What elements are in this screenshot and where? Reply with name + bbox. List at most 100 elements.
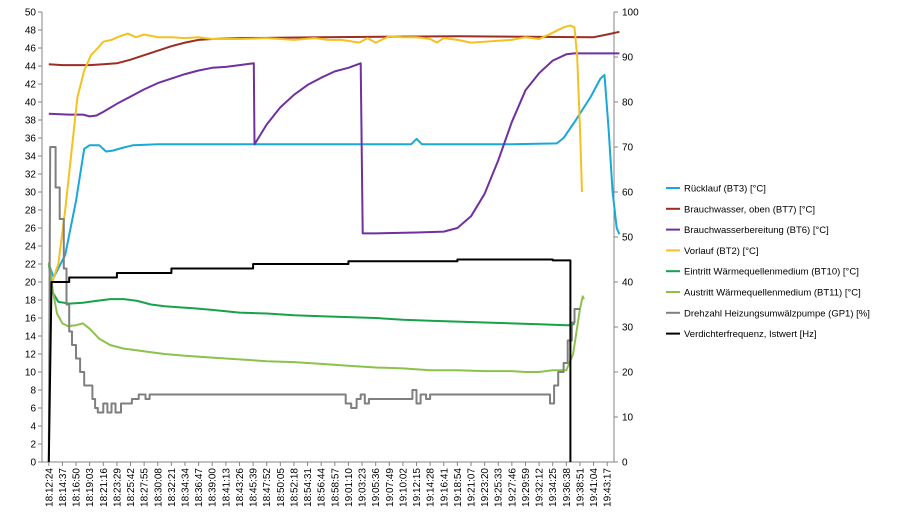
right-tick-label: 70 bbox=[622, 143, 634, 154]
series-line-4 bbox=[48, 24, 583, 282]
left-tick-label: 18 bbox=[25, 296, 37, 307]
x-tick-label: 18:16:50 bbox=[72, 468, 83, 507]
x-tick-label: 18:39:00 bbox=[208, 468, 219, 507]
right-tick-label: 20 bbox=[622, 368, 634, 379]
series-line-6 bbox=[47, 262, 585, 373]
x-tick-label: 19:36:38 bbox=[562, 468, 573, 507]
x-tick-label: 18:36:47 bbox=[194, 468, 205, 507]
left-y-axis: 0246810121416182022242628303234363840424… bbox=[25, 8, 43, 469]
x-tick-label: 18:19:03 bbox=[85, 468, 96, 507]
left-tick-label: 6 bbox=[30, 404, 36, 415]
left-tick-label: 44 bbox=[25, 62, 37, 73]
right-tick-label: 90 bbox=[622, 53, 634, 64]
legend-label-4: Vorlauf (BT2) [°C] bbox=[684, 246, 759, 257]
x-tick-label: 19:12:15 bbox=[412, 468, 423, 507]
legend-label-3: Brauchwasserbereitung (BT6) [°C] bbox=[684, 225, 829, 236]
left-tick-label: 48 bbox=[25, 26, 37, 37]
legend-label-5: Eintritt Wärmequellenmedium (BT10) [°C] bbox=[684, 267, 859, 278]
left-tick-label: 24 bbox=[25, 242, 37, 253]
legend-label-7: Drehzahl Heizungsumwälzpumpe (GP1) [%] bbox=[684, 308, 870, 319]
x-tick-label: 18:25:42 bbox=[126, 468, 137, 507]
x-tick-label: 18:41:13 bbox=[221, 468, 232, 507]
legend-label-8: Verdichterfrequenz, Istwert [Hz] bbox=[684, 329, 817, 340]
x-tick-label: 18:27:55 bbox=[140, 468, 151, 507]
left-tick-label: 38 bbox=[25, 116, 37, 127]
right-tick-label: 80 bbox=[622, 98, 634, 109]
x-tick-label: 19:34:25 bbox=[548, 468, 559, 507]
x-tick-label: 18:32:21 bbox=[167, 468, 178, 507]
series-line-1 bbox=[47, 74, 621, 279]
x-tick-label: 18:34:34 bbox=[181, 468, 192, 507]
x-tick-label: 19:32:12 bbox=[535, 468, 546, 507]
x-tick-label: 18:54:31 bbox=[303, 468, 314, 507]
left-tick-label: 28 bbox=[25, 206, 37, 217]
x-tick-label: 19:27:46 bbox=[507, 468, 518, 507]
left-tick-label: 0 bbox=[30, 458, 36, 469]
x-tick-label: 19:41:04 bbox=[589, 468, 600, 507]
left-tick-label: 46 bbox=[25, 44, 37, 55]
right-tick-label: 30 bbox=[622, 323, 634, 334]
x-tick-label: 19:05:36 bbox=[371, 468, 382, 507]
x-tick-label: 19:25:33 bbox=[494, 468, 505, 507]
left-tick-label: 36 bbox=[25, 134, 37, 145]
legend-label-6: Austritt Wärmequellenmedium (BT11) [°C] bbox=[684, 288, 861, 299]
x-tick-label: 18:21:16 bbox=[99, 468, 110, 507]
x-tick-label: 19:16:41 bbox=[439, 468, 450, 507]
legend-label-1: Rücklauf (BT3) [°C] bbox=[684, 184, 766, 195]
x-tick-label: 18:30:08 bbox=[153, 468, 164, 507]
x-axis: 18:12:24 18:14:37 18:16:50 18:19:03 18:21:16… bbox=[42, 461, 614, 507]
left-tick-label: 14 bbox=[25, 332, 37, 343]
right-tick-label: 60 bbox=[622, 188, 634, 199]
x-tick-label: 18:45:39 bbox=[249, 468, 260, 507]
x-tick-label: 19:03:23 bbox=[358, 468, 369, 507]
series-line-5 bbox=[47, 263, 576, 327]
x-tick-label: 18:12:24 bbox=[44, 468, 55, 507]
x-tick-label: 18:43:26 bbox=[235, 468, 246, 507]
x-tick-label: 19:18:54 bbox=[453, 468, 464, 507]
right-tick-label: 0 bbox=[622, 458, 628, 469]
left-tick-label: 16 bbox=[25, 314, 37, 325]
series-line-7 bbox=[47, 146, 580, 463]
left-tick-label: 26 bbox=[25, 224, 37, 235]
x-tick-label: 19:07:49 bbox=[385, 468, 396, 507]
left-tick-label: 8 bbox=[30, 386, 36, 397]
left-tick-label: 4 bbox=[30, 422, 36, 433]
left-tick-label: 12 bbox=[25, 350, 37, 361]
right-tick-label: 40 bbox=[622, 278, 634, 289]
legend: Rücklauf (BT3) [°C] Brauchwasser, oben (B… bbox=[666, 184, 870, 340]
plot-series bbox=[47, 24, 621, 463]
x-tick-label: 19:38:51 bbox=[575, 468, 586, 507]
right-tick-label: 50 bbox=[622, 233, 634, 244]
legend-label-2: Brauchwasser, oben (BT7) [°C] bbox=[684, 204, 815, 215]
x-tick-label: 18:50:05 bbox=[276, 468, 287, 507]
x-tick-label: 19:23:20 bbox=[480, 468, 491, 507]
series-line-8 bbox=[47, 258, 572, 463]
x-tick-label: 19:14:28 bbox=[426, 468, 437, 507]
x-tick-label: 18:47:52 bbox=[262, 468, 273, 507]
left-tick-label: 22 bbox=[25, 260, 37, 271]
left-tick-label: 32 bbox=[25, 170, 37, 181]
right-tick-label: 10 bbox=[622, 413, 634, 424]
series-line-3 bbox=[48, 52, 620, 235]
left-tick-label: 40 bbox=[25, 98, 37, 109]
left-tick-label: 42 bbox=[25, 80, 37, 91]
x-tick-label: 19:43:17 bbox=[603, 468, 614, 507]
left-tick-label: 20 bbox=[25, 278, 37, 289]
x-tick-label: 19:01:10 bbox=[344, 468, 355, 507]
x-tick-label: 18:23:29 bbox=[112, 468, 123, 507]
x-tick-label: 19:29:59 bbox=[521, 468, 532, 507]
x-tick-label: 19:10:02 bbox=[398, 468, 409, 507]
left-tick-label: 2 bbox=[30, 440, 36, 451]
x-tick-label: 18:14:37 bbox=[58, 468, 69, 507]
x-tick-label: 18:58:57 bbox=[330, 468, 341, 507]
left-tick-label: 50 bbox=[25, 8, 37, 19]
right-tick-label: 100 bbox=[622, 8, 639, 19]
left-tick-label: 34 bbox=[25, 152, 37, 163]
right-y-axis: 0 10 20 30 40 50 60 70 80 90 100 bbox=[613, 8, 639, 469]
left-tick-label: 10 bbox=[25, 368, 37, 379]
left-tick-label: 30 bbox=[25, 188, 37, 199]
x-tick-label: 18:56:44 bbox=[317, 468, 328, 507]
series-line-2 bbox=[48, 30, 620, 67]
x-tick-label: 19:21:07 bbox=[467, 468, 478, 507]
